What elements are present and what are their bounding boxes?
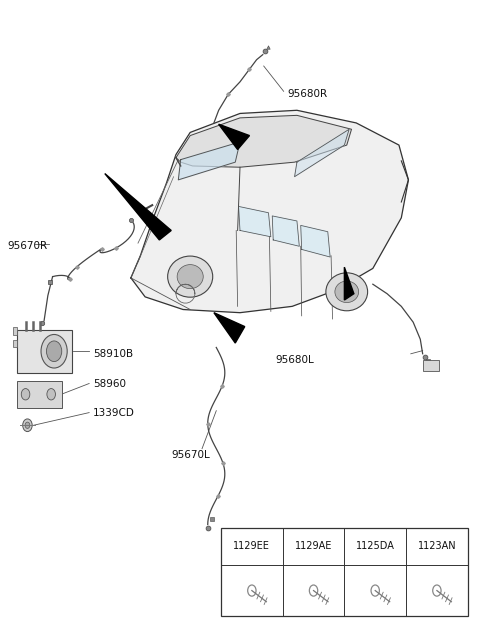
Polygon shape [239,207,271,237]
Bar [13,327,17,334]
Circle shape [47,389,56,400]
Text: 1129AE: 1129AE [295,541,332,551]
Text: 1123AN: 1123AN [418,541,456,551]
Polygon shape [295,130,349,177]
Text: 95670R: 95670R [8,241,48,251]
Text: 1125DA: 1125DA [356,541,395,551]
Bar [17,381,62,408]
Circle shape [21,389,30,400]
Text: 95680R: 95680R [288,89,327,100]
Polygon shape [301,225,330,257]
Text: 58960: 58960 [93,378,126,389]
Polygon shape [272,216,300,246]
Bar [423,360,439,371]
Polygon shape [214,313,245,343]
Text: 1339CD: 1339CD [93,408,135,418]
Ellipse shape [326,273,368,311]
Bar [13,339,17,347]
Polygon shape [179,142,240,180]
Ellipse shape [177,265,203,288]
Text: 58910B: 58910B [93,349,133,359]
Ellipse shape [41,334,67,368]
Ellipse shape [335,281,359,302]
Circle shape [23,419,32,431]
Text: 1129EE: 1129EE [233,541,270,551]
Circle shape [25,422,30,428]
Bar [221,528,468,616]
Ellipse shape [47,341,62,362]
Polygon shape [219,124,250,149]
Bar [17,330,72,373]
Polygon shape [176,115,351,167]
Text: 95670L: 95670L [171,450,210,460]
Polygon shape [105,174,171,240]
Polygon shape [344,267,354,300]
Ellipse shape [168,256,213,297]
Polygon shape [131,110,408,313]
Text: 95680L: 95680L [276,355,314,365]
